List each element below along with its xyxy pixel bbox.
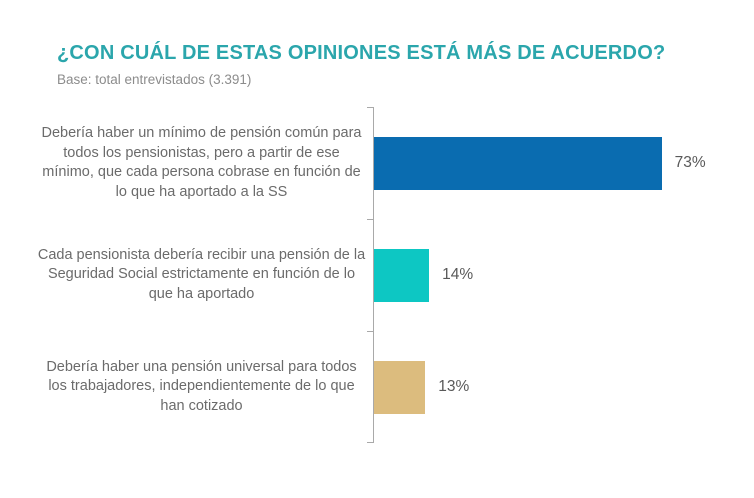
value-label: 13% xyxy=(438,378,470,395)
axis-tick xyxy=(367,442,374,443)
axis-tick xyxy=(367,107,374,108)
axis-tick xyxy=(367,331,374,332)
value-label: 14% xyxy=(442,266,474,283)
bar-row: 13% xyxy=(374,331,754,443)
data-bar xyxy=(374,136,662,190)
category-label: Debería haber una pensión universal para… xyxy=(46,358,357,414)
data-bar xyxy=(374,248,430,302)
chart-base-note: Base: total entrevistados (3.391) xyxy=(57,72,252,87)
category-label: Debería haber un mínimo de pensión común… xyxy=(41,125,362,200)
bar-chart: Debería haber un mínimo de pensión común… xyxy=(36,107,754,443)
plot-area: 73% 14% 13% xyxy=(367,107,754,443)
category-label: Cada pensionista debería recibir una pen… xyxy=(37,246,366,302)
bar-row: 73% xyxy=(374,107,754,219)
bar-row: 14% xyxy=(374,219,754,331)
chart-title: ¿CON CUÁL DE ESTAS OPINIONES ESTÁ MÁS DE… xyxy=(57,42,666,64)
value-label: 73% xyxy=(674,154,706,171)
data-bar xyxy=(374,360,426,414)
axis-tick xyxy=(367,219,374,220)
category-axis-labels: Debería haber un mínimo de pensión común… xyxy=(36,107,373,443)
